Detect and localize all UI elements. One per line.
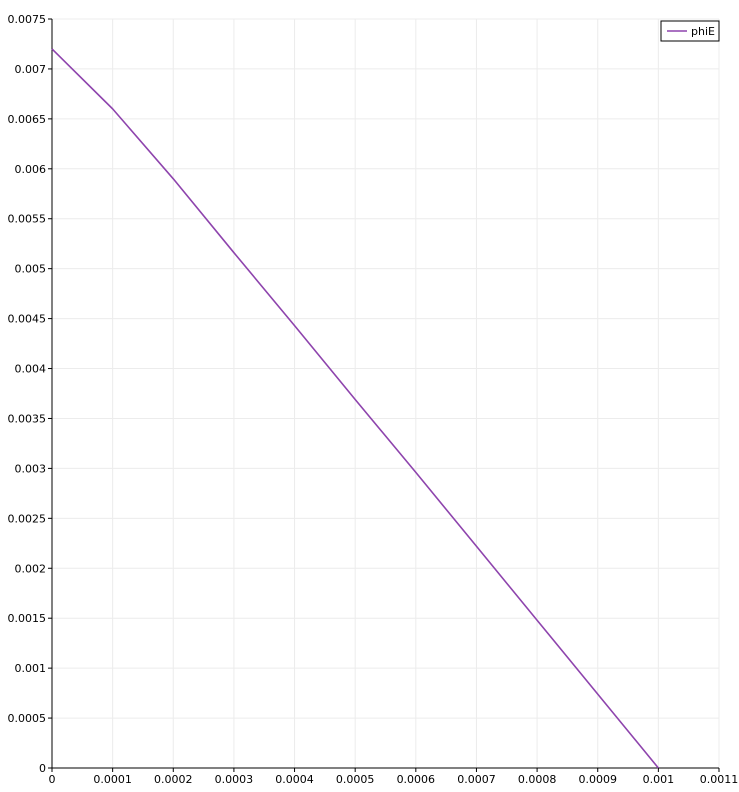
y-tick-label: 0.004 [15,363,47,376]
y-tick-label: 0.003 [15,462,47,475]
axes [51,19,719,769]
y-tick-label: 0.0015 [8,612,47,625]
legend: phiE [660,20,720,42]
x-tick-label: 0.001 [643,773,675,786]
y-tick-label: 0 [39,762,46,775]
y-axis-ticks: 0 0.0005 0.001 0.0015 0.002 0.0025 0.003 0.0035… [8,13,52,775]
y-tick-label: 0.0065 [8,113,47,126]
x-tick-label: 0 [49,773,56,786]
x-tick-label: 0.0011 [700,773,739,786]
x-tick-label: 0.0005 [336,773,375,786]
series-layer [51,48,659,769]
x-tick-label: 0.0004 [275,773,314,786]
y-tick-label: 0.007 [15,63,47,76]
y-tick-label: 0.006 [15,163,47,176]
legend-label: phiE [691,25,715,38]
y-tick-label: 0.005 [15,263,47,276]
x-tick-label: 0.0008 [518,773,557,786]
x-axis-ticks: 0 0.0001 0.0002 0.0003 0.0004 0.0005 0.0006 0.0… [49,768,739,786]
y-tick-label: 0.001 [15,662,47,675]
y-tick-label: 0.0025 [8,512,47,525]
x-tick-label: 0.0002 [154,773,193,786]
y-tick-label: 0.0005 [8,712,47,725]
y-tick-label: 0.0055 [8,213,47,226]
series-line-phiE [51,48,659,769]
x-tick-label: 0.0006 [397,773,436,786]
x-tick-label: 0.0007 [457,773,496,786]
y-tick-label: 0.0045 [8,313,47,326]
legend-box [660,20,720,42]
x-tick-label: 0.0003 [215,773,254,786]
y-tick-label: 0.0035 [8,412,47,425]
grid [52,18,720,768]
x-tick-label: 0.0009 [578,773,617,786]
y-tick-label: 0.0075 [8,13,47,26]
y-tick-label: 0.002 [15,562,47,575]
x-tick-label: 0.0001 [93,773,132,786]
